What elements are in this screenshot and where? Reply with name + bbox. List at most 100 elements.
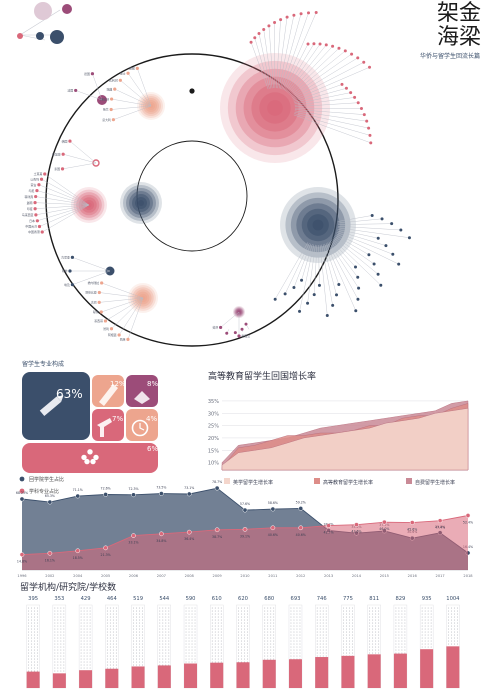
- dual-point-label: 71.1%: [73, 488, 83, 492]
- fan-navy-spoke: [337, 230, 386, 246]
- bar-dot: [427, 637, 429, 639]
- fan-pink-tip: [257, 32, 261, 36]
- bar-fill: [26, 671, 40, 688]
- bar-dot: [80, 622, 82, 624]
- bar-dot: [456, 610, 458, 612]
- bar-dot: [136, 661, 137, 663]
- fan-navy-spoke: [314, 244, 318, 295]
- bar-value-label: 811: [369, 596, 379, 602]
- fan-pink-spoke: [268, 25, 274, 89]
- bar-dot: [106, 661, 108, 663]
- bar-dot: [398, 631, 400, 633]
- bar-dot: [188, 649, 190, 651]
- bar-dot: [60, 619, 62, 621]
- spoke-label: 埃及: [64, 282, 70, 287]
- spoke-line: [72, 257, 111, 272]
- bar-dot: [57, 622, 59, 624]
- bar-dot: [136, 655, 137, 657]
- bar-dot: [447, 628, 449, 630]
- bar-dot: [80, 658, 82, 660]
- bar-dot: [238, 655, 239, 657]
- bar-dot: [372, 625, 374, 627]
- bar-dot: [352, 646, 353, 648]
- spoke-label: 斐济: [212, 325, 218, 330]
- bar-dot: [424, 637, 426, 639]
- bar-dot: [395, 607, 397, 609]
- bar-dot: [115, 658, 117, 660]
- bar-dot: [267, 625, 269, 627]
- bar-dot: [296, 628, 298, 630]
- bar-dot: [214, 652, 216, 654]
- bar-dot: [346, 607, 347, 609]
- bar-dot: [220, 613, 222, 615]
- bar-dot: [211, 628, 213, 630]
- bar-dot: [194, 655, 196, 657]
- legend-label-navy: 回学院学生占比: [29, 476, 64, 483]
- bar-dot: [247, 646, 248, 648]
- bar-dot: [89, 667, 91, 669]
- bar-dot: [168, 649, 170, 651]
- bar-dot: [80, 652, 82, 654]
- bar-value-label: 935: [422, 596, 432, 602]
- bar-fill: [105, 668, 119, 688]
- bar-dot: [214, 634, 216, 636]
- bar-dot: [142, 637, 143, 639]
- bar-dot: [214, 628, 216, 630]
- spoke-label: 肯尼亚: [61, 255, 70, 260]
- bar-dot: [37, 631, 39, 633]
- bar-dot: [165, 661, 167, 663]
- bar-dot: [159, 625, 161, 627]
- bar-dot: [168, 631, 170, 633]
- bar-dot: [191, 622, 193, 624]
- bar-dot: [57, 628, 59, 630]
- bar-dot: [109, 667, 111, 669]
- bar-dot: [427, 610, 429, 612]
- fan-pink: [249, 11, 373, 145]
- bar-dot: [159, 649, 161, 651]
- bar-dot: [378, 619, 380, 621]
- bar-dot: [214, 637, 216, 639]
- bar-dot: [319, 643, 321, 645]
- fan-pink-spoke: [281, 12, 309, 90]
- bar-dot: [401, 634, 403, 636]
- spoke-line: [127, 297, 144, 340]
- fan-pink-spoke: [263, 29, 273, 89]
- dual-point-label: 18.5%: [73, 556, 83, 560]
- spoke-line: [99, 297, 144, 303]
- bar-dot: [80, 613, 82, 615]
- bar-dot: [404, 649, 406, 651]
- fan-pink-tip: [262, 28, 266, 32]
- bar-dot: [28, 619, 30, 621]
- bar-dot: [299, 649, 301, 651]
- bar-value-label: 610: [212, 596, 222, 602]
- spoke-label: 挪威: [129, 66, 135, 71]
- fan-pink-spoke: [285, 43, 315, 91]
- bubble-large-pink: [220, 53, 330, 163]
- bar-dot: [139, 664, 140, 666]
- bar-dot: [115, 664, 117, 666]
- fan-pink-tip: [349, 91, 353, 95]
- bar-dot: [60, 670, 62, 672]
- fan-pink-tip: [285, 15, 289, 19]
- bar-dot: [214, 622, 216, 624]
- bar-dot: [89, 616, 91, 618]
- fan-navy-spoke: [333, 237, 379, 275]
- bar-dot: [372, 607, 374, 609]
- bar-dot: [372, 649, 374, 651]
- bar-dot: [395, 622, 397, 624]
- bar-dot: [112, 655, 114, 657]
- bar-dot: [162, 661, 164, 663]
- bar-dot: [398, 643, 400, 645]
- bar-dot: [37, 643, 39, 645]
- spoke-line: [42, 204, 90, 233]
- bar-dot: [352, 637, 353, 639]
- bar-dot: [37, 670, 39, 672]
- fan-pink-spoke: [286, 43, 321, 92]
- bar-dot: [267, 610, 269, 612]
- bar-dot: [31, 622, 33, 624]
- bar-dot: [453, 607, 455, 609]
- bar-dot: [369, 628, 371, 630]
- dual-point: [382, 519, 387, 525]
- bar-dot: [168, 619, 170, 621]
- bar-dot: [244, 661, 245, 663]
